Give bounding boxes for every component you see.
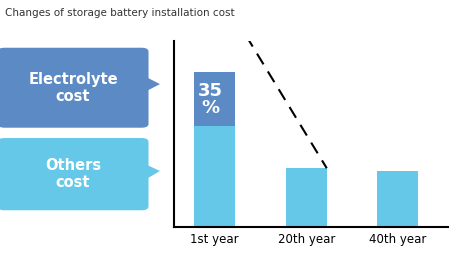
Text: 35
%: 35 % [198, 82, 223, 117]
Text: Electrolyte
cost: Electrolyte cost [28, 71, 118, 104]
Bar [377, 171, 418, 227]
Bar [286, 168, 327, 227]
Polygon shape [142, 163, 160, 182]
FancyBboxPatch shape [0, 138, 149, 210]
FancyBboxPatch shape [0, 48, 149, 128]
Text: Others
cost: Others cost [45, 158, 101, 190]
Text: Changes of storage battery installation cost: Changes of storage battery installation … [5, 8, 234, 18]
Bar [194, 72, 235, 227]
Bar [194, 72, 235, 126]
Polygon shape [142, 75, 160, 93]
